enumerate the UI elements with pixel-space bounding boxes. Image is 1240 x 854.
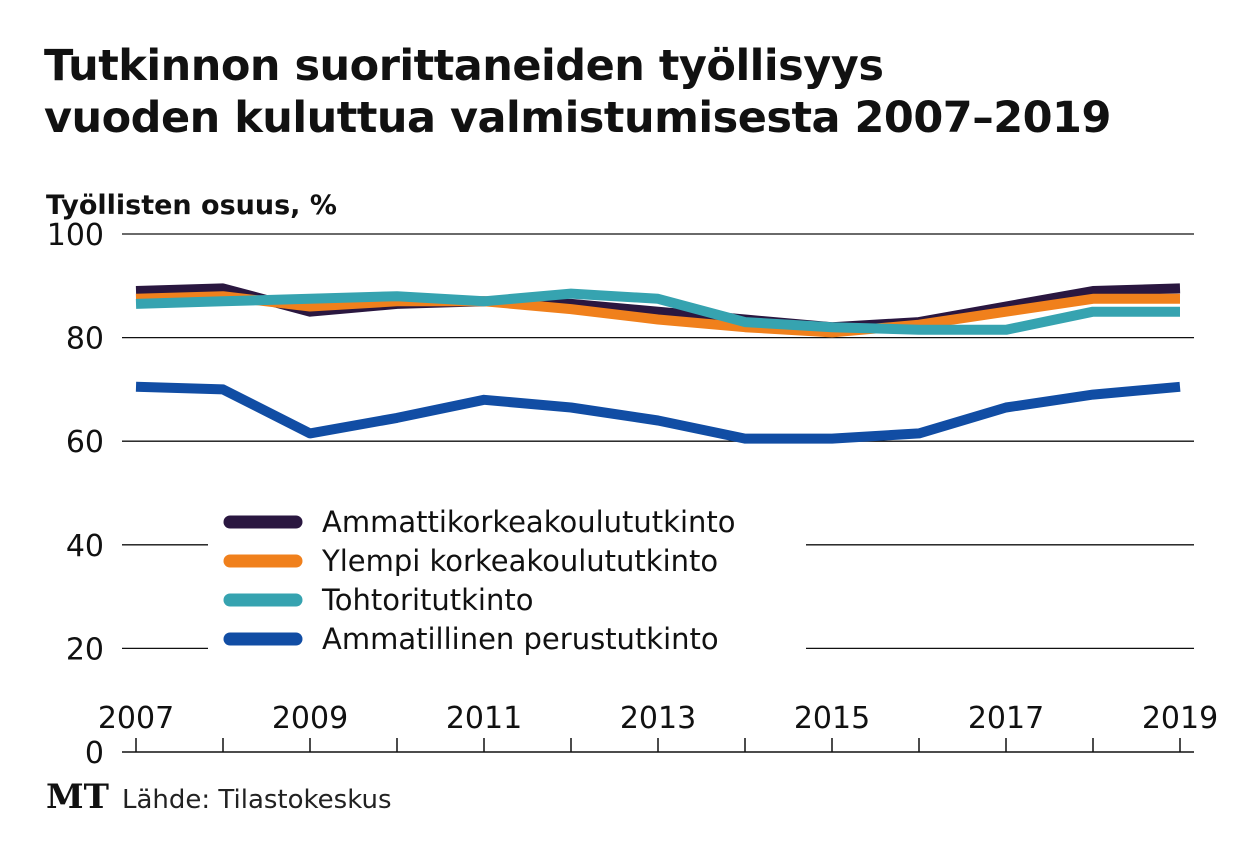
y-tick-label-40: 40 — [66, 529, 104, 564]
y-tick-label-100: 100 — [47, 218, 104, 253]
legend-label-ammatillinen-perustutkinto: Ammatillinen perustutkinto — [322, 622, 719, 656]
x-tick-label-2011: 2011 — [446, 701, 522, 736]
legend: Ammattikorkeakoulututkinto Ylempi korkeak… — [208, 498, 806, 659]
title-line-1: Tutkinnon suorittaneiden työllisyys — [44, 41, 884, 91]
x-tick-label-2019: 2019 — [1142, 701, 1218, 736]
y-axis-label: Työllisten osuus, % — [46, 190, 337, 221]
x-tick-label-2015: 2015 — [794, 701, 870, 736]
legend-bg-ammattikorkeakoulututkinto — [208, 498, 806, 542]
x-axis: 2007 2009 2011 2013 2015 2017 2019 — [98, 701, 1218, 753]
series-line-tohtoritutkinto — [135, 288, 1180, 335]
y-tick-label-20: 20 — [66, 632, 104, 667]
legend-bg-ammatillinen-perustutkinto — [208, 615, 806, 659]
x-tick-label-2009: 2009 — [272, 701, 348, 736]
x-tick-label-2017: 2017 — [968, 701, 1044, 736]
y-tick-label-60: 60 — [66, 425, 104, 460]
legend-label-tohtoritutkinto: Tohtoritutkinto — [321, 583, 533, 617]
x-tick-label-2013: 2013 — [620, 701, 696, 736]
legend-bg-tohtoritutkinto — [208, 576, 806, 620]
legend-label-ylempi-korkeakoulututkinto: Ylempi korkeakoulututkinto — [321, 544, 718, 578]
series-line-ammattikorkeakoulututkinto — [135, 283, 1181, 333]
source-note: Lähde: Tilastokeskus — [122, 785, 391, 815]
title-line-2: vuoden kuluttua valmistumisesta 2007–201… — [44, 93, 1111, 143]
legend-label-ammattikorkeakoulututkinto: Ammattikorkeakoulututkinto — [322, 505, 736, 539]
chart-title: Tutkinnon suorittaneiden työllisyys vuod… — [44, 40, 1111, 144]
mt-logo: MT — [46, 777, 109, 817]
series-line-ylempi-korkeakoulututkinto — [135, 291, 1180, 338]
y-tick-labels: 0 20 40 60 80 100 — [47, 218, 104, 771]
x-tick-label-2007: 2007 — [98, 701, 174, 736]
legend-bg-ylempi-korkeakoulututkinto — [208, 537, 806, 581]
y-tick-label-80: 80 — [66, 322, 104, 357]
y-tick-label-0: 0 — [85, 736, 104, 771]
series-lines — [135, 283, 1181, 444]
series-line-ammatillinen-perustutkinto — [135, 381, 1181, 444]
